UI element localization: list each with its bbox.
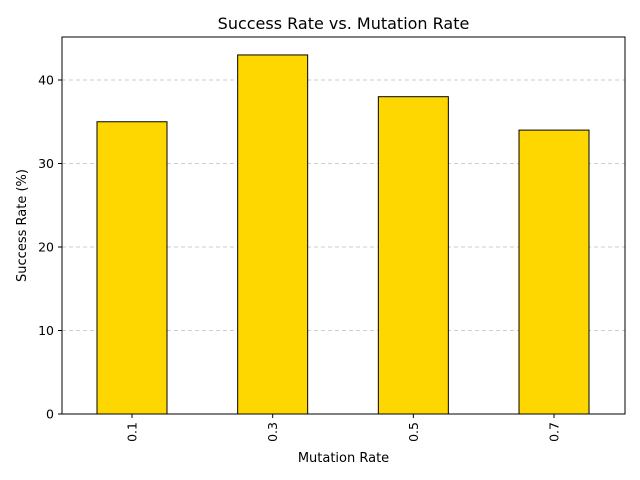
x-axis-label: Mutation Rate [298,451,389,466]
y-tick-label: 30 [38,156,54,171]
chart-title: Success Rate vs. Mutation Rate [218,14,470,33]
x-tick-label: 0.1 [125,422,140,442]
bars [96,54,590,415]
y-axis-label: Success Rate (%) [15,169,30,282]
x-tick-label: 0.5 [406,422,421,442]
bar-0.5 [377,96,449,415]
y-tick-label: 0 [46,407,54,422]
bar-0.7 [518,129,590,415]
y-axis-ticks: 0 10 20 30 40 [38,73,62,422]
y-tick-label: 10 [38,323,54,338]
plot-frame [61,36,626,415]
x-tick-label: 0.7 [547,422,562,442]
x-axis-ticks: 0.1 0.3 0.5 0.7 [125,414,562,442]
y-tick-label: 20 [38,240,54,255]
bar-0.3 [237,54,309,415]
x-tick-label: 0.3 [265,422,280,442]
y-tick-label: 40 [38,73,54,88]
bar-0.1 [96,121,168,415]
